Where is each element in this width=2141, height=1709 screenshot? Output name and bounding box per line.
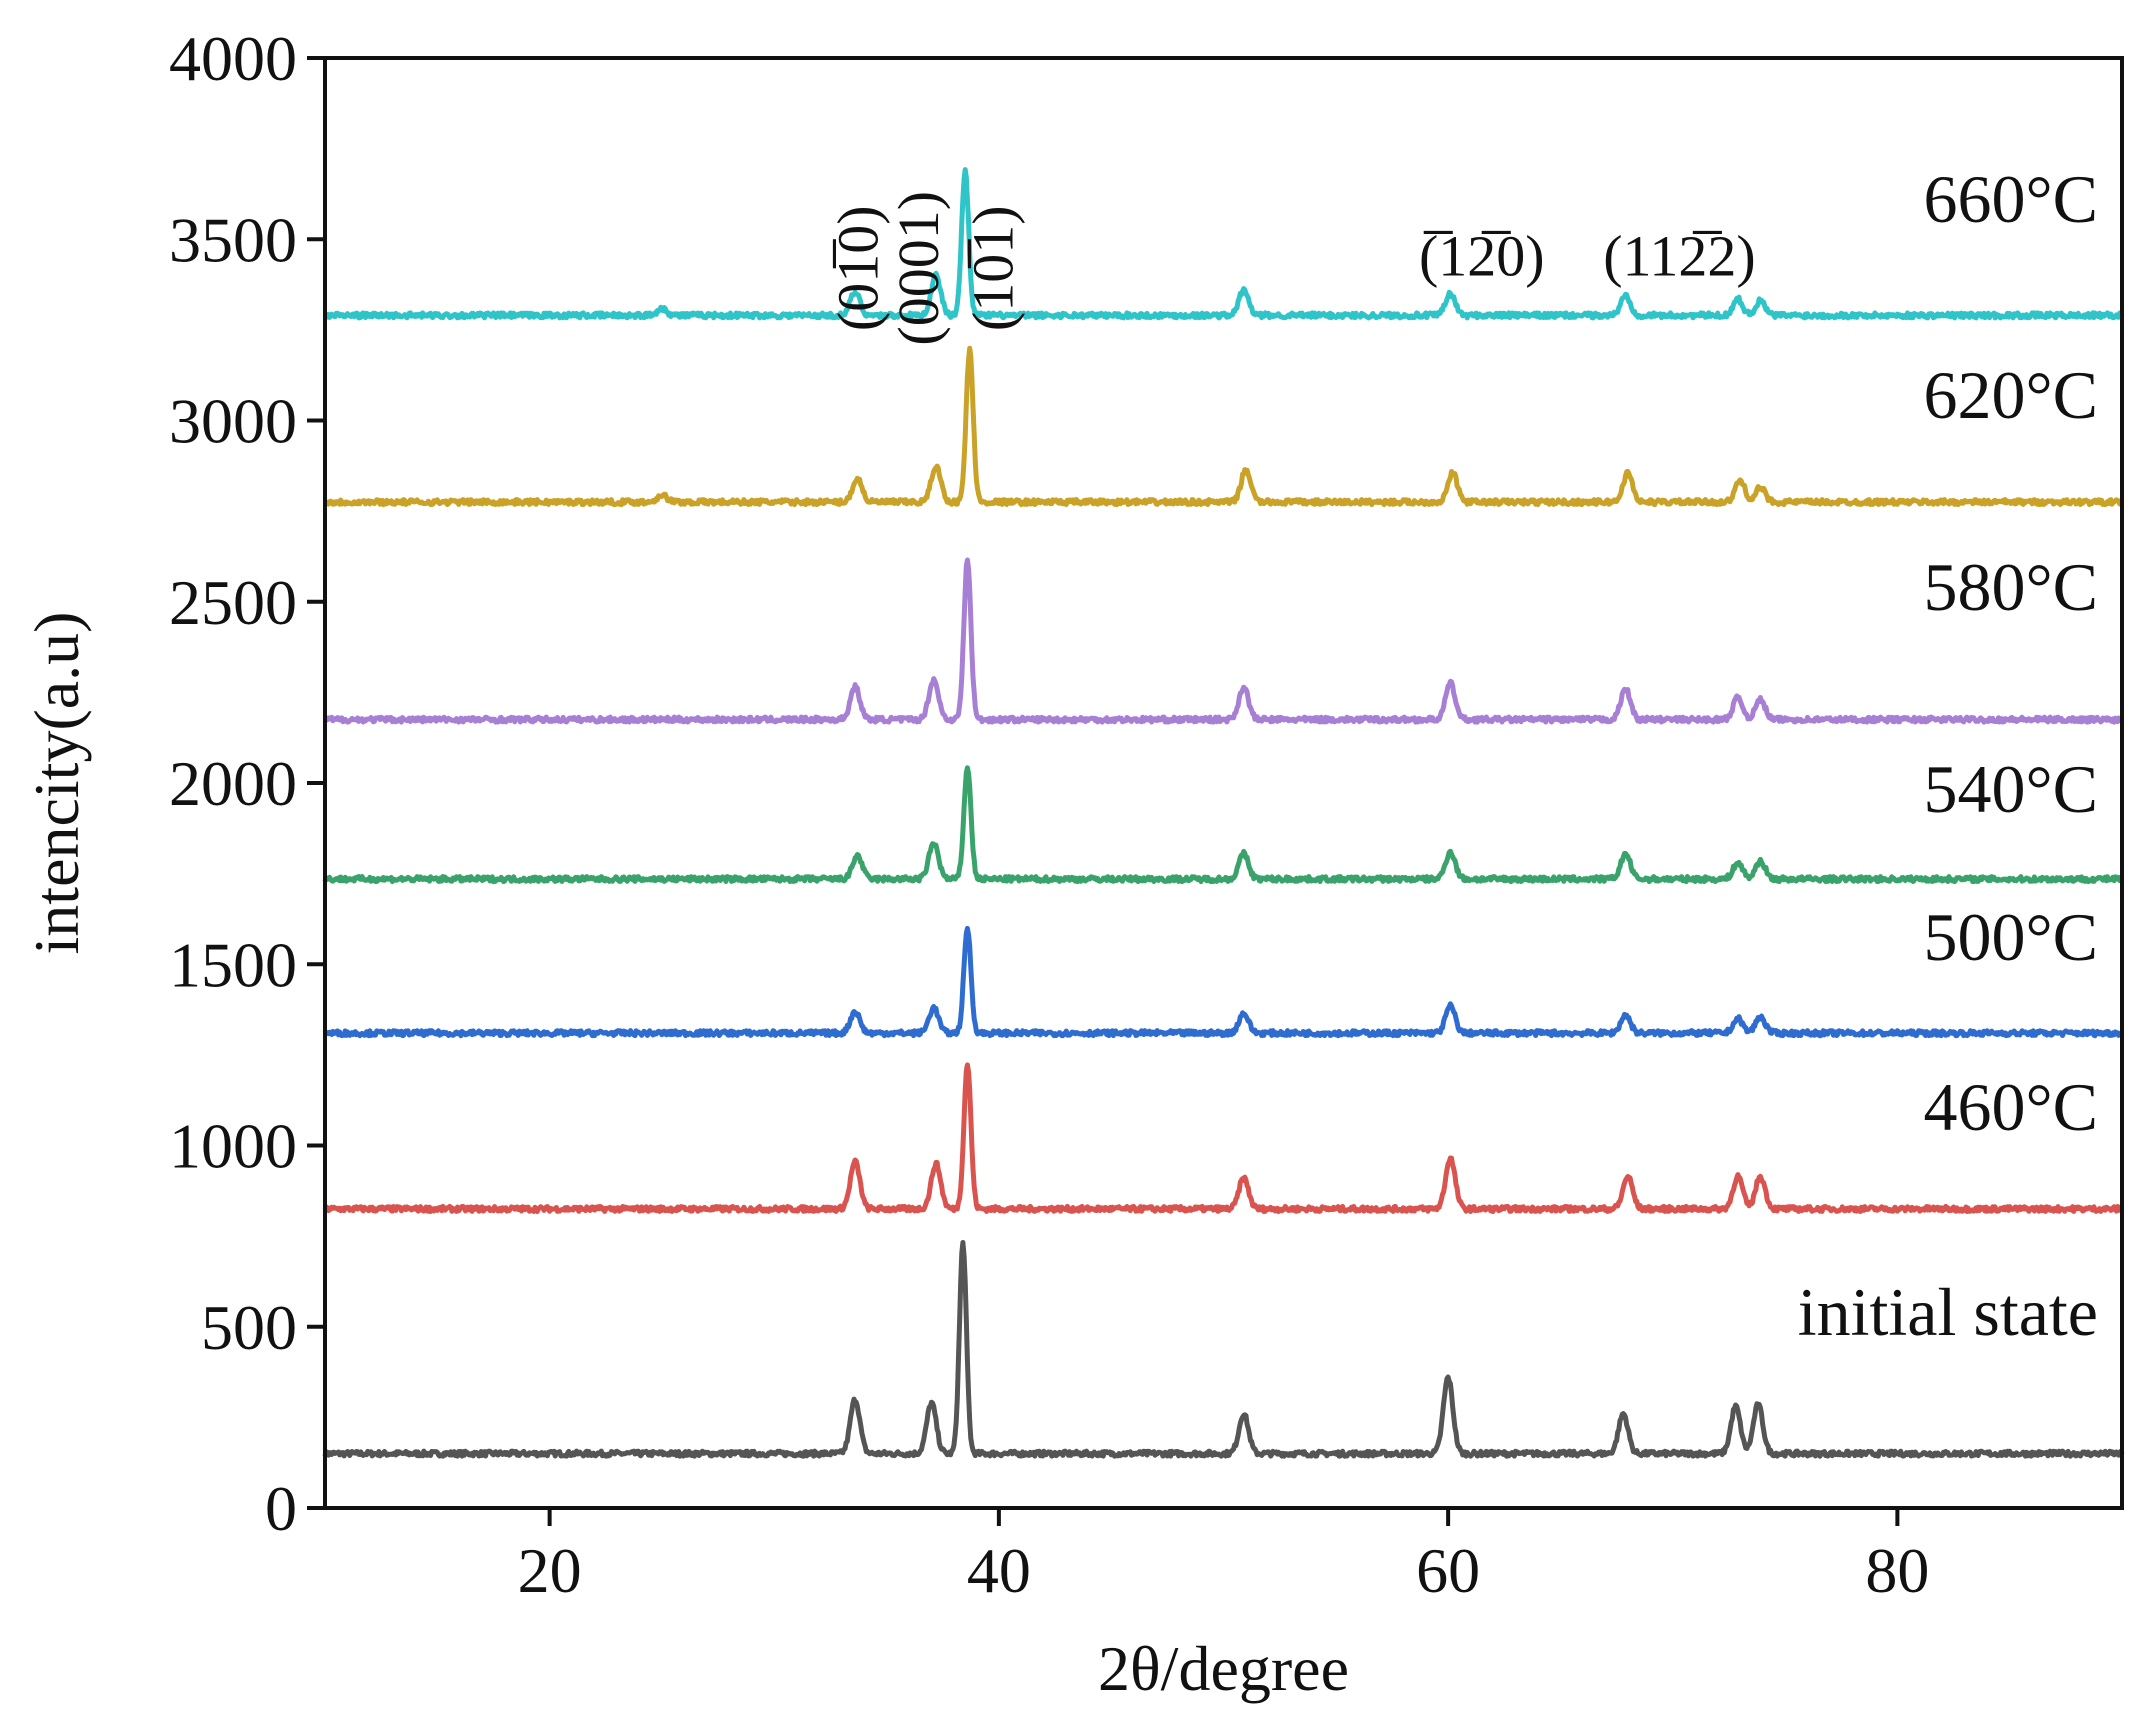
label-layer: initial state 460°C 500°C 540°C 580°C 620°C 66…: [826, 161, 2098, 1350]
y-tick-label: 4000: [169, 23, 297, 94]
peak-index-label: (̅12̅0): [1419, 224, 1545, 289]
y-tick-label: 3000: [169, 386, 297, 457]
y-tick-label: 1000: [169, 1111, 297, 1182]
series-label: 540°C: [1923, 751, 2098, 827]
series-line-1: [322, 1062, 2125, 1214]
peak-index-label: (112̅2): [1603, 224, 1755, 289]
y-tick-label: 3500: [169, 204, 297, 275]
series-label: 500°C: [1923, 899, 2098, 975]
x-tick-label: 40: [967, 1535, 1031, 1606]
series-label: 580°C: [1923, 549, 2098, 625]
series-layer: [322, 167, 2125, 1459]
y-tick-label: 500: [201, 1292, 297, 1363]
y-tick-label: 1500: [169, 929, 297, 1000]
peak-index-label: (0001): [886, 191, 951, 346]
y-tick-label: 0: [265, 1473, 297, 1544]
series-line-0: [322, 1240, 2125, 1459]
series-line-3: [322, 765, 2124, 885]
series-line-6: [322, 167, 2125, 321]
series-label: initial state: [1798, 1274, 2098, 1350]
peak-index-label: (10̅1): [960, 205, 1025, 331]
y-axis-title: intencity(a.u): [21, 612, 92, 955]
series-line-5: [323, 345, 2124, 508]
axes-layer: 20 40 60 80 0 500 1000 1500 2000 2500 3000 3500 4000…: [21, 23, 2124, 1704]
series-line-4: [322, 557, 2125, 725]
series-label: 460°C: [1923, 1069, 2098, 1145]
x-tick-label: 60: [1416, 1535, 1480, 1606]
y-tick-label: 2000: [169, 748, 297, 819]
x-tick-label: 80: [1865, 1535, 1929, 1606]
series-line-2: [323, 925, 2124, 1039]
x-axis-title: 2θ/degree: [1098, 1633, 1349, 1704]
peak-index-label: (01̅0): [826, 205, 891, 331]
y-tick-label: 2500: [169, 567, 297, 638]
series-label: 660°C: [1923, 161, 2098, 237]
series-label: 620°C: [1923, 357, 2098, 433]
x-tick-label: 20: [518, 1535, 582, 1606]
